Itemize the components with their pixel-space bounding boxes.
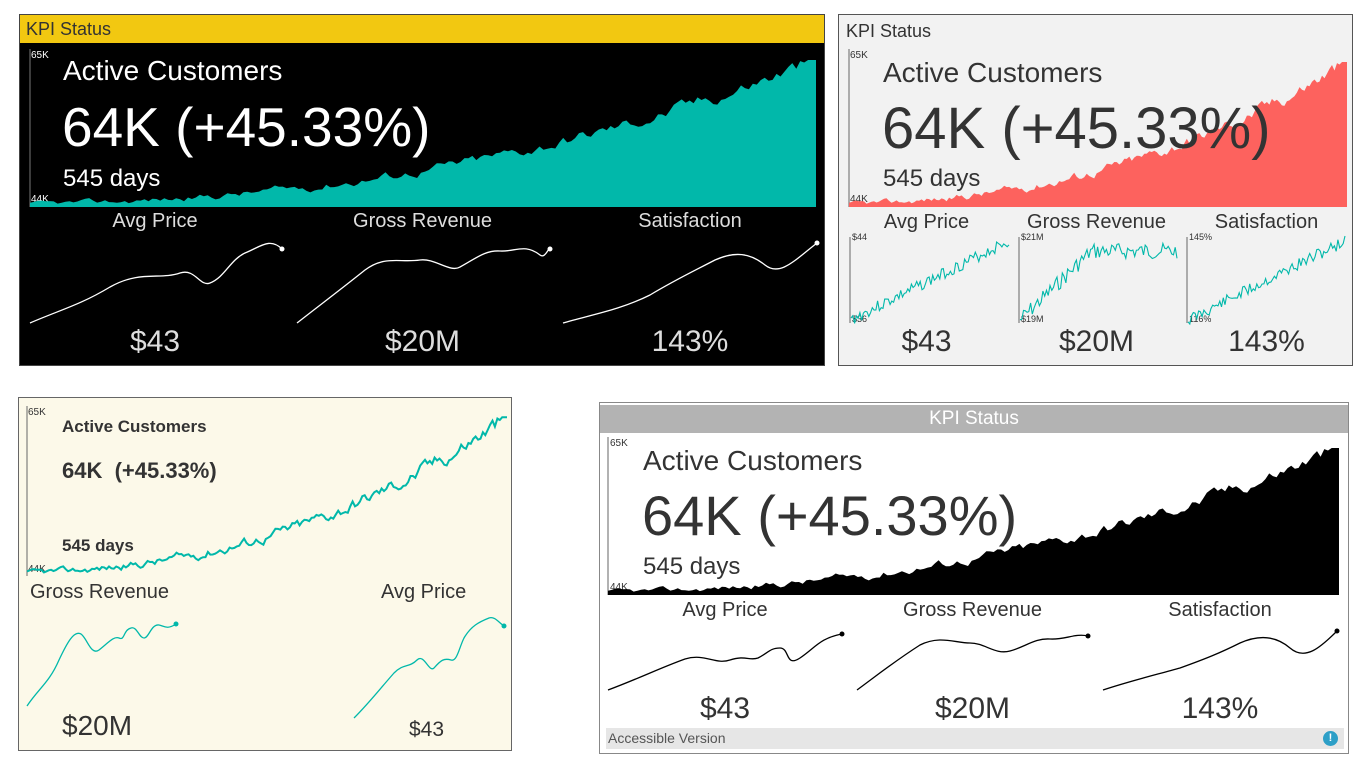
kpi-value: 64K (+45.33%) <box>882 96 1271 161</box>
accessible-version-label: Accessible Version <box>608 730 726 746</box>
gross-revenue-sparkline <box>296 246 553 324</box>
avg-price-axis-max: $44 <box>852 232 868 242</box>
avg-price-value: $43 <box>699 692 751 725</box>
gross-revenue-value: $20M <box>62 710 133 741</box>
satisfaction-label: Satisfaction <box>638 210 742 232</box>
avg-price-label: Avg Price <box>112 210 198 232</box>
kpi-title: Active Customers <box>883 57 1103 88</box>
axis-line <box>26 406 28 576</box>
kpi-title: Active Customers <box>63 55 283 86</box>
axis-max-label: 65K <box>850 50 868 61</box>
satisfaction-value: 143% <box>1181 692 1259 725</box>
avg-price-value: $43 <box>901 325 952 358</box>
avg-price-value: $43 <box>129 325 181 358</box>
satisfaction-sparkline <box>562 240 820 324</box>
avg-price-sparkline <box>850 240 1010 324</box>
satisfaction-label: Satisfaction <box>1168 599 1272 621</box>
kpi-days: 545 days <box>63 165 161 192</box>
avg-price-label: Avg Price <box>682 599 768 621</box>
kpi-title: Active Customers <box>62 417 207 436</box>
gross-revenue-label: Gross Revenue <box>353 210 492 232</box>
axis-max-label: 65K <box>28 407 46 418</box>
gross-revenue-axis-min: $19M <box>1021 314 1044 324</box>
gross-revenue-sparkline <box>856 633 1091 691</box>
kpi-card-dark[interactable]: KPI Status 65K 44K Active Customers 64K … <box>19 14 825 366</box>
satisfaction-sparkline <box>1102 628 1340 691</box>
info-icon[interactable]: ! <box>1323 731 1338 746</box>
avg-price-sparkline <box>29 242 285 324</box>
axis-min-label: 44K <box>31 194 49 205</box>
kpi-value: 64K (+45.33%) <box>62 458 217 483</box>
kpi-days: 545 days <box>643 553 741 580</box>
kpi-card-light[interactable]: KPI Status 65K 44K Active Customers 64K … <box>838 14 1353 366</box>
avg-price-value: $43 <box>409 718 445 741</box>
avg-price-label: Avg Price <box>381 581 467 603</box>
avg-price-sparkline <box>607 631 845 691</box>
kpi-value: 64K (+45.33%) <box>642 484 1018 547</box>
avg-price-sparkline <box>353 617 507 719</box>
satisfaction-label: Satisfaction <box>1214 211 1319 233</box>
card-header: KPI Status <box>846 21 932 41</box>
gross-revenue-value: $20M <box>934 692 1011 725</box>
avg-price-label: Avg Price <box>883 211 970 233</box>
axis-max-label: 65K <box>610 438 628 449</box>
gross-revenue-value: $20M <box>1058 325 1135 358</box>
active-customers-area-chart <box>30 60 816 207</box>
kpi-days: 545 days <box>62 536 134 555</box>
satisfaction-axis-min: 116% <box>1189 314 1212 324</box>
axis-min-label: 44K <box>610 582 628 593</box>
satisfaction-sparkline <box>1187 235 1346 326</box>
axis-line <box>29 49 31 207</box>
satisfaction-value: 143% <box>651 325 729 358</box>
card-header: KPI Status <box>20 15 824 43</box>
gross-revenue-sparkline <box>1019 241 1178 321</box>
kpi-title: Active Customers <box>643 445 863 476</box>
kpi-value: 64K (+45.33%) <box>62 96 431 158</box>
satisfaction-value: 143% <box>1228 325 1305 358</box>
active-customers-line-chart <box>26 416 507 574</box>
axis-line <box>607 437 609 595</box>
axis-max-label: 65K <box>31 50 49 61</box>
kpi-days: 545 days <box>883 165 981 192</box>
active-customers-area-chart <box>849 62 1347 207</box>
avg-price-axis-min: $36 <box>852 314 868 324</box>
accessible-version-bar[interactable]: Accessible Version ! <box>606 728 1344 749</box>
gross-revenue-axis-max: $21M <box>1021 232 1044 242</box>
axis-line <box>848 49 850 207</box>
gross-revenue-value: $20M <box>384 325 461 358</box>
gross-revenue-label: Gross Revenue <box>903 599 1042 621</box>
gross-revenue-label: Gross Revenue <box>1027 211 1166 233</box>
kpi-card-cream[interactable]: 65K 44K Active Customers 64K (+45.33%) 5… <box>18 397 512 751</box>
active-customers-area-chart <box>608 448 1339 595</box>
satisfaction-axis-max: 145% <box>1189 232 1213 242</box>
gross-revenue-sparkline <box>26 621 179 707</box>
axis-min-label: 44K <box>850 194 868 205</box>
card-header: KPI Status <box>600 405 1348 433</box>
kpi-card-monochrome[interactable]: KPI Status 65K 44K Active Customers 64K … <box>599 402 1349 754</box>
sparkline-axes <box>849 237 1188 323</box>
gross-revenue-label: Gross Revenue <box>30 581 169 603</box>
